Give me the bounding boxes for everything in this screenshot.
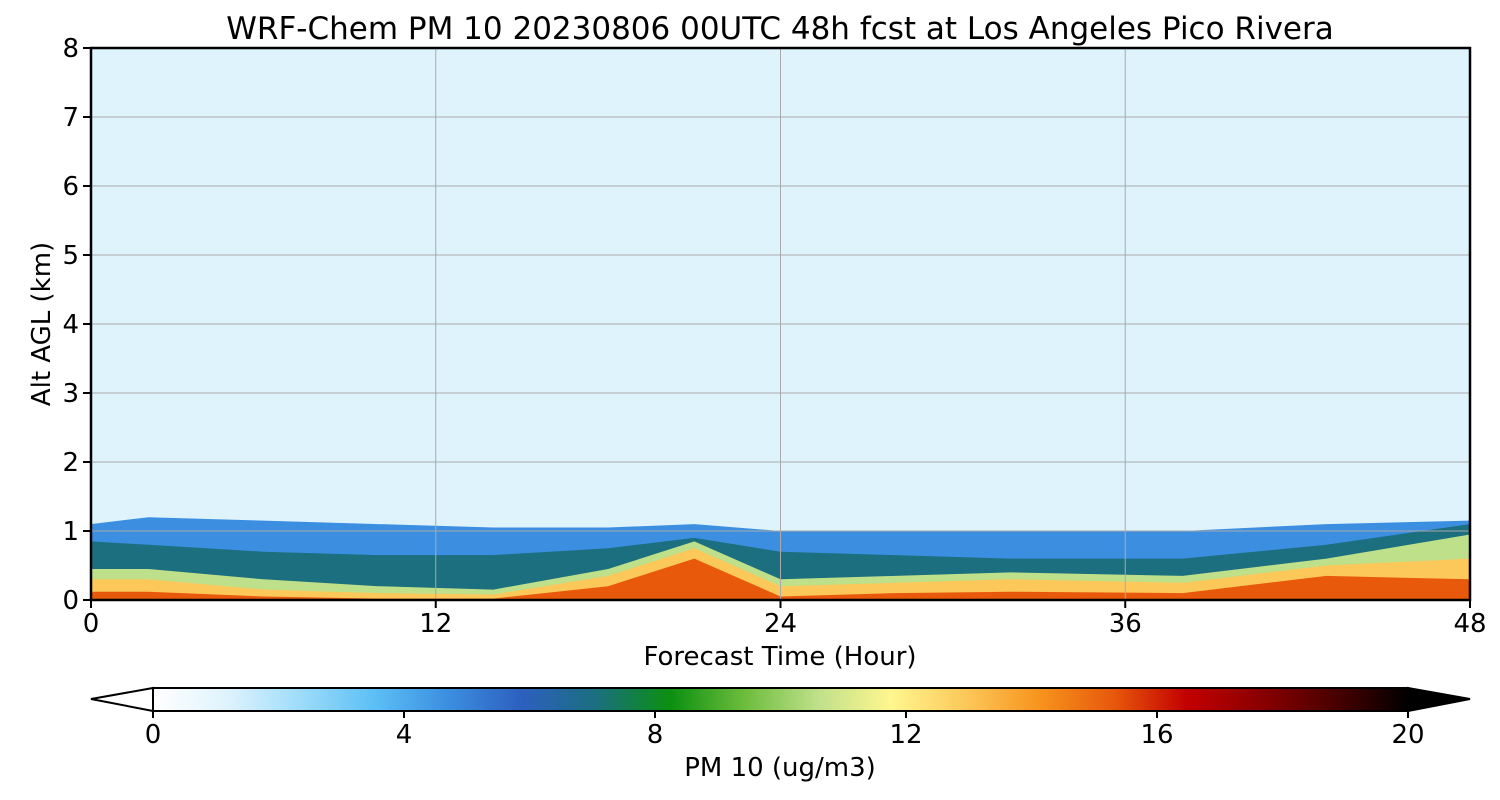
y-tick-label: 7 (62, 103, 79, 133)
colorbar-tick-label: 8 (647, 720, 664, 750)
x-tick-label: 0 (83, 609, 100, 639)
x-tick-label: 36 (1109, 609, 1142, 639)
colorbar-tick-label: 20 (1391, 720, 1424, 750)
colorbar-extend-high (1407, 686, 1471, 713)
y-tick-label: 0 (62, 586, 79, 616)
colorbar-ticks: 0 4 8 12 16 20 (145, 711, 1425, 750)
x-tick-label: 48 (1453, 609, 1486, 639)
x-tick-label: 12 (419, 609, 452, 639)
y-axis-ticks: 0 1 2 3 4 5 6 7 8 (62, 34, 91, 616)
x-axis-ticks: 0 12 24 36 48 (83, 600, 1487, 639)
y-tick-label: 8 (62, 34, 79, 64)
pm10-layer-red (91, 558, 1470, 600)
plot-area (91, 48, 1470, 600)
colorbar-tick-label: 12 (889, 720, 922, 750)
x-axis-label: Forecast Time (Hour) (643, 642, 916, 672)
colorbar-tick-label: 16 (1140, 720, 1173, 750)
y-tick-label: 1 (62, 517, 79, 547)
y-tick-label: 5 (62, 241, 79, 271)
colorbar-tick-label: 4 (396, 720, 413, 750)
colorbar-tick-label: 0 (145, 720, 162, 750)
y-tick-label: 3 (62, 379, 79, 409)
colorbar-extend-low (90, 686, 154, 713)
y-tick-label: 4 (62, 310, 79, 340)
colorbar: 0 4 8 12 16 20 PM 10 (ug/m3) (90, 686, 1471, 783)
y-tick-label: 6 (62, 172, 79, 202)
colorbar-label: PM 10 (ug/m3) (684, 753, 876, 783)
y-tick-label: 2 (62, 448, 79, 478)
y-axis-label: Alt AGL (km) (27, 242, 57, 406)
colorbar-body (152, 687, 1409, 712)
gridlines (91, 48, 1470, 600)
x-tick-label: 24 (764, 609, 797, 639)
chart-title: WRF-Chem PM 10 20230806 00UTC 48h fcst a… (226, 11, 1333, 47)
